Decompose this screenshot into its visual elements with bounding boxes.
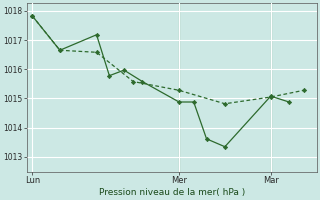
X-axis label: Pression niveau de la mer( hPa ): Pression niveau de la mer( hPa ) xyxy=(99,188,245,197)
